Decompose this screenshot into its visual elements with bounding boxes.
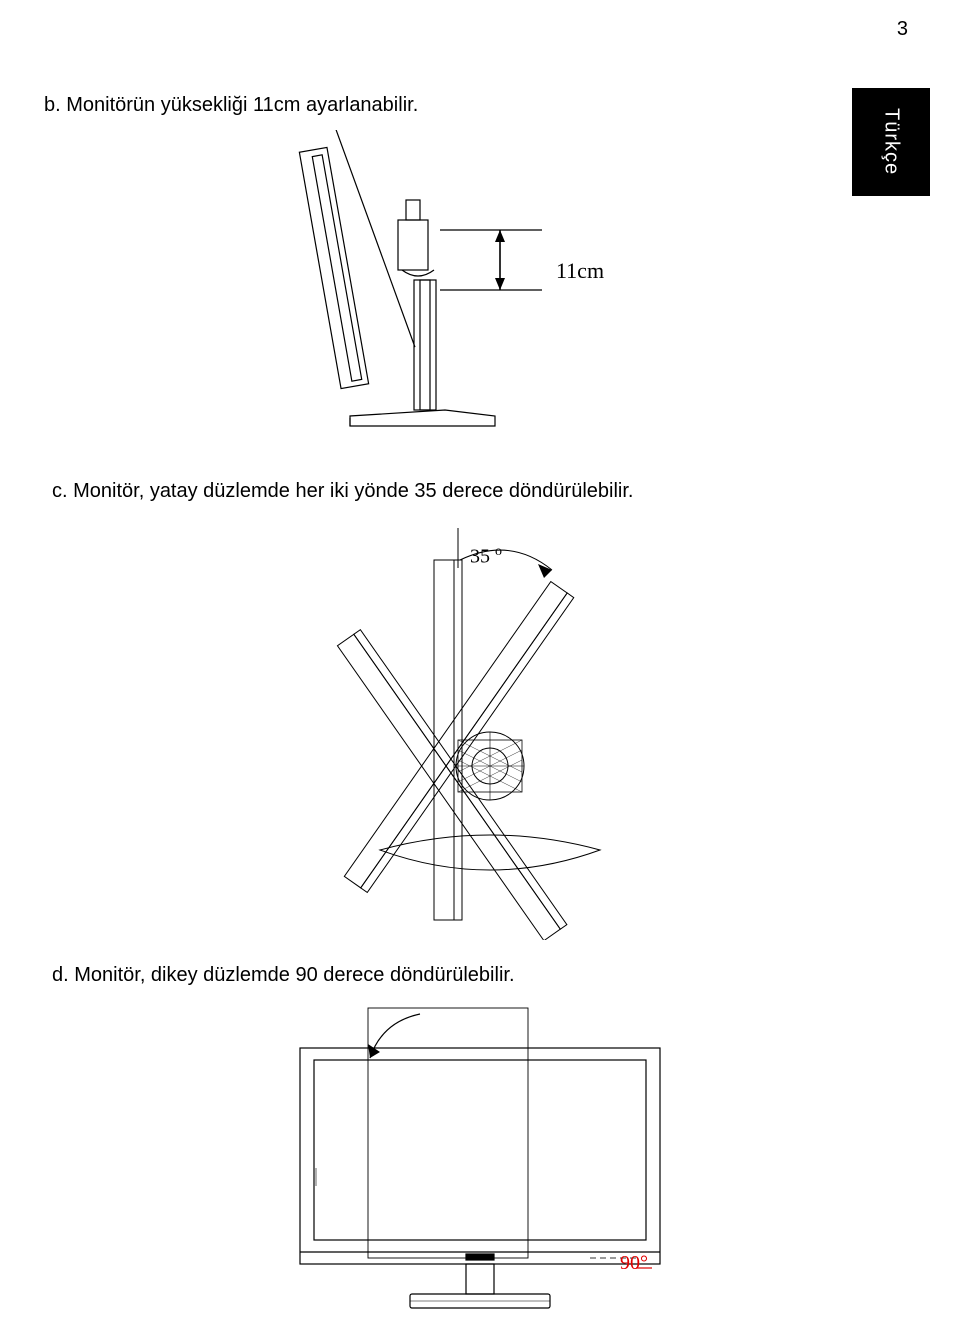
language-tab-label: Türkçe <box>880 108 903 175</box>
section-d-text: d. Monitör, dikey düzlemde 90 derece dön… <box>52 964 515 987</box>
diagram-height-label: 11cm <box>556 258 604 284</box>
diagram-swivel <box>300 520 680 940</box>
diagram-pivot-label: 90° <box>620 1252 648 1275</box>
section-c-text: c. Monitör, yatay düzlemde her iki yönde… <box>52 480 633 503</box>
page: 3 Türkçe b. Monitörün yüksekliği 11cm ay… <box>0 0 960 1325</box>
diagram-height-adjust <box>290 130 550 460</box>
section-b-text: b. Monitörün yüksekliği 11cm ayarlanabil… <box>44 94 418 117</box>
language-tab: Türkçe <box>852 88 930 196</box>
diagram-swivel-label: 35 o <box>470 544 502 569</box>
page-number: 3 <box>897 18 908 41</box>
